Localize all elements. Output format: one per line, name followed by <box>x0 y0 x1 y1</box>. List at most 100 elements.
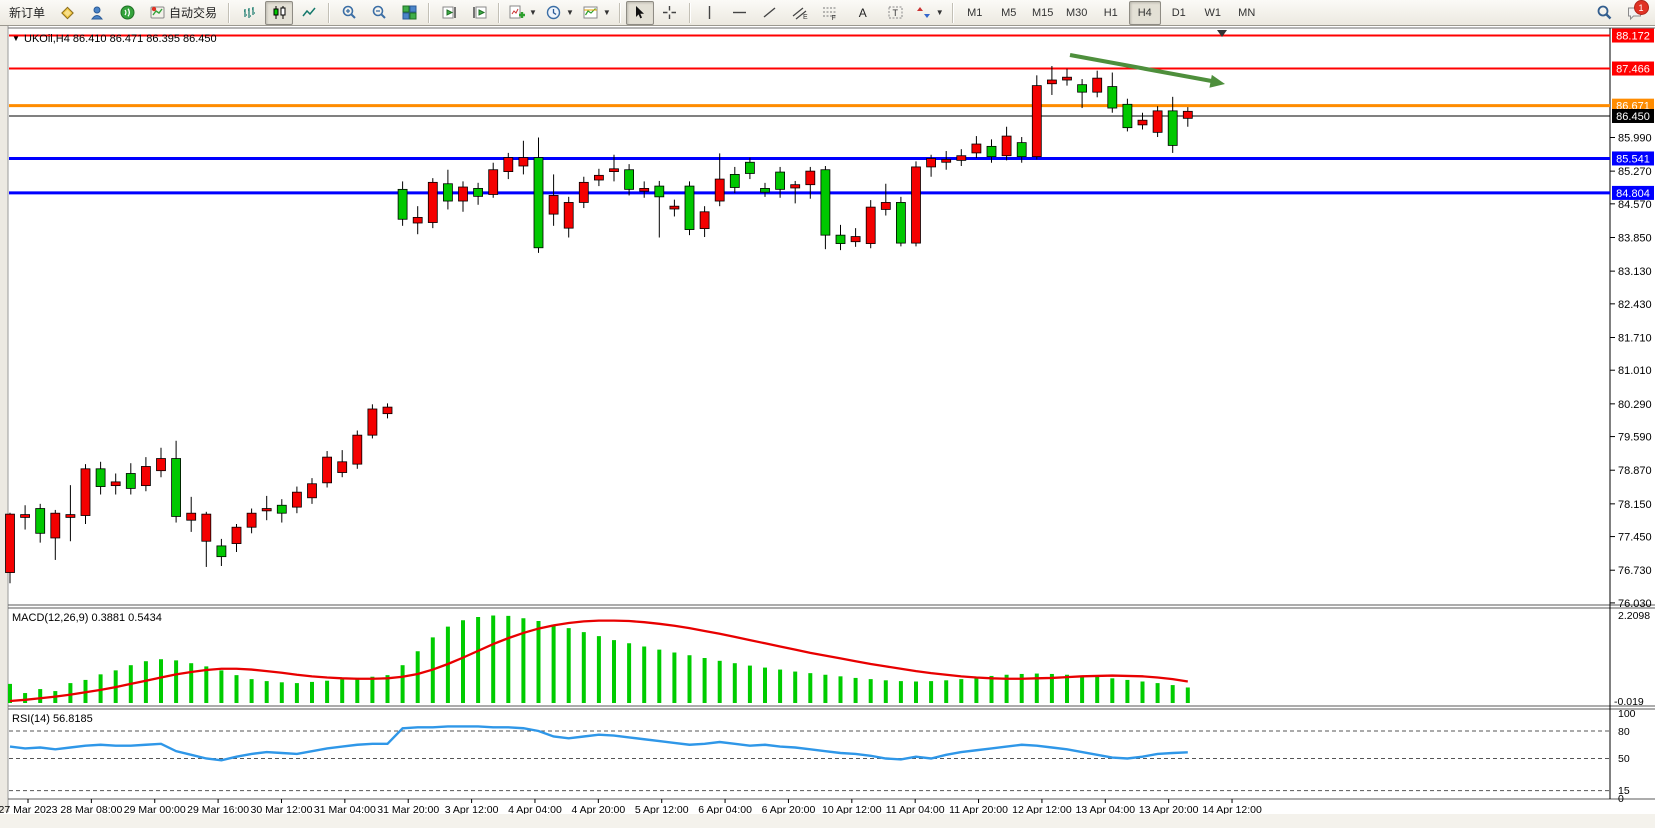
candlestick-mode-button[interactable] <box>265 0 294 25</box>
crosshair-tool-button[interactable] <box>656 1 684 25</box>
timeframe-h4-button[interactable]: H4 <box>1128 0 1161 25</box>
new-chart-button[interactable]: ▼ <box>505 1 540 25</box>
trend-arrow-object[interactable] <box>1069 53 1218 84</box>
order-ticket-icon[interactable] <box>53 1 81 25</box>
periods-button[interactable]: ▼ <box>542 1 577 25</box>
candle <box>850 236 861 243</box>
candle <box>216 545 227 558</box>
timeframe-m1-button[interactable]: M1 <box>967 6 983 19</box>
fibonacci-tool[interactable]: F <box>816 1 844 25</box>
candle <box>156 458 166 472</box>
candle <box>442 183 453 202</box>
line-chart-mode-button[interactable] <box>295 1 323 25</box>
chevron-down-icon: ▼ <box>529 8 537 17</box>
fibonacci-icon: F <box>821 4 838 21</box>
notifications-icon[interactable]: 1 <box>1620 0 1649 25</box>
price-tick-label: 85.990 <box>1618 132 1652 144</box>
chart-shift-icon <box>471 4 488 21</box>
toolbar-separator <box>618 2 621 23</box>
candle <box>971 143 982 154</box>
time-axis-label: 10 Apr 12:00 <box>822 804 882 816</box>
trendline-tool[interactable] <box>756 1 784 25</box>
candle <box>639 188 650 192</box>
zoom-in-button[interactable] <box>335 1 363 25</box>
price-badge <box>1612 61 1654 76</box>
community-icon[interactable] <box>83 1 111 25</box>
timeframe-d1-button[interactable]: D1 <box>1171 6 1186 19</box>
new-order-button[interactable]: 新订单 <box>3 1 51 25</box>
autotrading-button[interactable]: 自动交易 <box>143 1 223 25</box>
price-tick-label: 78.870 <box>1618 465 1652 477</box>
timeframe-mn-button[interactable]: MN <box>1238 6 1256 19</box>
bar-chart-mode-button[interactable] <box>235 1 263 25</box>
symbol-list-arrow: ▼ <box>12 34 20 43</box>
order-ticket-icon-icon <box>59 4 76 21</box>
templates-button[interactable]: ▼ <box>579 1 614 25</box>
toolbar-separator <box>228 2 231 23</box>
time-axis-label: 6 Apr 04:00 <box>698 804 752 816</box>
candle <box>125 473 136 489</box>
chart-canvas[interactable]: 85.990 85.270 84.570 83.850 83.130 82.430 81.7… <box>0 26 1655 828</box>
time-axis-label: 11 Apr 20:00 <box>949 804 1008 816</box>
candle <box>1137 119 1148 126</box>
vertical-line-icon <box>701 4 718 21</box>
candle <box>367 408 378 436</box>
candle <box>865 206 876 244</box>
timeframe-w1-button[interactable]: W1 <box>1204 6 1221 19</box>
toolbar: 新订单 自动交易 ▼ ▼ ▼ E F A T ▼ M1 M5 M15 M30 H1 H4 D1 W1 MN 1 <box>0 0 1655 26</box>
cursor-tool-button[interactable] <box>625 0 654 25</box>
text-tool[interactable]: A <box>846 1 880 25</box>
price-tick-label: 84.570 <box>1618 199 1652 211</box>
zoom-in-icon <box>341 4 358 21</box>
search-icon[interactable] <box>1590 1 1618 25</box>
macd-signal-line <box>9 619 1188 703</box>
chart-window: 85.990 85.270 84.570 83.850 83.130 82.430 81.7… <box>0 26 1655 828</box>
rsi-axis-label: 0 <box>1618 793 1624 805</box>
price-tick-label: 81.710 <box>1618 332 1652 344</box>
candle <box>140 466 151 487</box>
zoom-out-button[interactable] <box>365 1 393 25</box>
candle <box>261 508 272 512</box>
candle <box>518 157 529 167</box>
price-badge <box>1612 28 1654 43</box>
candle <box>1092 77 1103 93</box>
equidistant-channel-tool[interactable]: E <box>786 1 814 25</box>
signals-icon-icon <box>119 4 136 21</box>
timeframe-m30-button[interactable]: M30 <box>1066 6 1088 19</box>
svg-text:T: T <box>893 8 899 18</box>
candle <box>1001 135 1012 157</box>
time-axis-label: 29 Mar 00:00 <box>124 804 186 816</box>
signals-icon[interactable] <box>113 1 141 25</box>
candle <box>65 514 76 518</box>
candle <box>941 159 952 163</box>
candle <box>669 205 680 210</box>
timeframe-m15-button[interactable]: M15 <box>1032 6 1054 19</box>
auto-scroll-button[interactable] <box>435 1 463 25</box>
candle <box>820 169 831 236</box>
price-tick-label: 82.430 <box>1618 299 1652 311</box>
time-axis-label: 4 Apr 04:00 <box>508 804 562 816</box>
candle <box>458 186 468 202</box>
timeframe-m5-button[interactable]: M5 <box>1001 6 1017 19</box>
zoom-out-icon <box>371 4 388 21</box>
candle <box>1107 86 1118 109</box>
rsi-line <box>9 725 1188 762</box>
chart-background <box>0 26 1655 812</box>
chart-shift-marker[interactable] <box>1217 30 1227 37</box>
chart-shift-button[interactable] <box>465 1 493 25</box>
vertical-line-tool[interactable] <box>696 1 724 25</box>
candle <box>548 195 559 215</box>
text-label-tool[interactable]: T <box>882 1 910 25</box>
arrows-tool[interactable]: ▼ <box>912 1 947 25</box>
trendline-icon <box>761 4 778 21</box>
tile-windows-button[interactable] <box>395 1 423 25</box>
candle <box>1047 79 1057 85</box>
horizontal-line-tool[interactable] <box>726 1 754 25</box>
candle <box>1167 110 1178 146</box>
timeframe-h1-button[interactable]: H1 <box>1103 6 1118 19</box>
candle <box>790 184 801 189</box>
toolbar-separator <box>688 2 691 23</box>
time-axis-label: 31 Mar 04:00 <box>314 804 376 816</box>
line-chart-mode-icon <box>301 4 318 21</box>
